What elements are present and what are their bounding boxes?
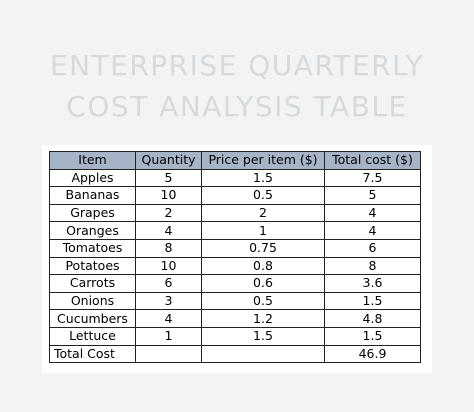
table-row: Onions 3 0.5 1.5 (49, 291, 421, 311)
total-row: Total Cost 46.9 (49, 344, 421, 364)
quantity-cell: 3 (135, 291, 202, 311)
quantity-cell: 4 (135, 221, 202, 240)
table-row: Apples 5 1.5 7.5 (49, 168, 421, 188)
table-row: Lettuce 1 1.5 1.5 (49, 326, 421, 346)
page-title-line-1: ENTERPRISE QUARTERLY (49, 49, 425, 82)
item-cell: Onions (49, 291, 136, 311)
item-cell: Bananas (49, 186, 136, 205)
table-row: Cucumbers 4 1.2 4.8 (49, 309, 421, 328)
total-price-cell (201, 344, 325, 364)
price-cell: 1.5 (201, 168, 325, 188)
table-row: Bananas 10 0.5 5 (49, 186, 421, 205)
total-cell: 5 (324, 186, 421, 205)
quantity-cell: 2 (135, 203, 202, 223)
header-quantity: Quantity (135, 151, 202, 170)
table-header-row: Item Quantity Price per item ($) Total c… (49, 151, 421, 170)
grand-total-cell: 46.9 (324, 344, 421, 364)
quantity-cell: 1 (135, 326, 202, 346)
header-item: Item (49, 151, 136, 170)
total-quantity-cell (135, 344, 202, 364)
total-label-cell: Total Cost (49, 344, 136, 364)
price-cell: 2 (201, 203, 325, 223)
header-price-per-item: Price per item ($) (201, 151, 325, 170)
price-cell: 0.75 (201, 238, 325, 258)
item-cell: Grapes (49, 203, 136, 223)
total-cell: 1.5 (324, 326, 421, 346)
header-total-cost: Total cost ($) (324, 151, 421, 170)
quantity-cell: 10 (135, 256, 202, 276)
price-cell: 0.8 (201, 256, 325, 276)
item-cell: Potatoes (49, 256, 136, 276)
price-cell: 0.5 (201, 291, 325, 311)
quantity-cell: 5 (135, 168, 202, 188)
quantity-cell: 10 (135, 186, 202, 205)
total-cell: 8 (324, 256, 421, 276)
table-row: Tomatoes 8 0.75 6 (49, 238, 421, 258)
quantity-cell: 8 (135, 238, 202, 258)
total-cell: 4 (324, 203, 421, 223)
item-cell: Tomatoes (49, 238, 136, 258)
table-row: Grapes 2 2 4 (49, 203, 421, 223)
price-cell: 0.6 (201, 274, 325, 293)
price-cell: 1.2 (201, 309, 325, 328)
total-cell: 1.5 (324, 291, 421, 311)
table-row: Potatoes 10 0.8 8 (49, 256, 421, 276)
price-cell: 1 (201, 221, 325, 240)
quantity-cell: 4 (135, 309, 202, 328)
total-cell: 3.6 (324, 274, 421, 293)
cost-table: Item Quantity Price per item ($) Total c… (49, 151, 421, 364)
price-cell: 0.5 (201, 186, 325, 205)
item-cell: Apples (49, 168, 136, 188)
item-cell: Oranges (49, 221, 136, 240)
page-title-line-2: COST ANALYSIS TABLE (66, 90, 408, 123)
price-cell: 1.5 (201, 326, 325, 346)
quantity-cell: 6 (135, 274, 202, 293)
total-cell: 4 (324, 221, 421, 240)
item-cell: Cucumbers (49, 309, 136, 328)
total-cell: 6 (324, 238, 421, 258)
table-row: Oranges 4 1 4 (49, 221, 421, 240)
item-cell: Carrots (49, 274, 136, 293)
total-cell: 4.8 (324, 309, 421, 328)
table-sheet: Item Quantity Price per item ($) Total c… (42, 145, 432, 373)
table-row: Carrots 6 0.6 3.6 (49, 274, 421, 293)
total-cell: 7.5 (324, 168, 421, 188)
item-cell: Lettuce (49, 326, 136, 346)
